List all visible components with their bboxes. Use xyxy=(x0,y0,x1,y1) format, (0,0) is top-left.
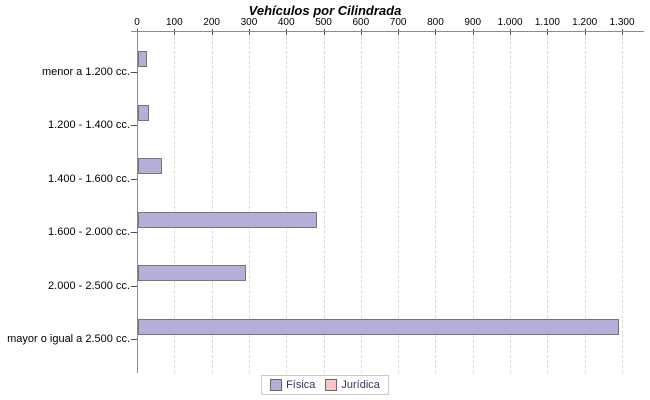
y-axis-tick xyxy=(131,339,137,341)
x-axis xyxy=(131,31,644,32)
legend-swatch-juridica xyxy=(325,379,338,391)
x-axis-tick xyxy=(323,29,325,35)
x-axis-tick xyxy=(174,29,176,35)
category-label: 2.000 - 2.500 cc. xyxy=(48,279,130,292)
x-tick-label: 1.100 xyxy=(534,17,560,28)
y-axis-tick xyxy=(131,178,137,180)
x-axis-tick xyxy=(286,29,288,35)
legend-item-fisica: Física xyxy=(270,379,315,391)
gridline xyxy=(398,31,400,373)
bar-fisica xyxy=(138,104,150,121)
y-axis-tick xyxy=(131,71,137,73)
x-tick-label: 500 xyxy=(315,17,332,28)
legend-item-juridica: Jurídica xyxy=(325,379,380,391)
gridline xyxy=(174,31,176,373)
x-axis-tick xyxy=(547,29,549,35)
category-label: mayor o igual a 2.500 cc. xyxy=(7,333,130,346)
chart-title: Vehículos por Cilindrada xyxy=(248,3,402,18)
y-axis-tick xyxy=(131,125,137,127)
x-tick-label: 1.000 xyxy=(497,17,523,28)
gridline xyxy=(435,31,437,373)
x-axis-tick xyxy=(510,29,512,35)
x-axis-tick xyxy=(211,29,213,35)
category-label: menor a 1.200 cc. xyxy=(41,65,130,78)
x-tick-label: 100 xyxy=(165,17,183,28)
y-axis xyxy=(137,31,138,373)
legend-label-juridica: Jurídica xyxy=(341,379,380,391)
x-tick-label: 1.200 xyxy=(572,17,598,28)
gridline xyxy=(472,31,474,373)
bar-fisica xyxy=(138,265,247,281)
category-label: 1.200 - 1.400 cc. xyxy=(48,119,130,132)
legend: Física Jurídica xyxy=(261,375,389,395)
gridline xyxy=(248,31,250,373)
legend-swatch-fisica xyxy=(270,379,283,391)
x-tick-label: 1.300 xyxy=(609,17,635,28)
gridline xyxy=(622,31,623,373)
gridline xyxy=(510,31,512,373)
x-tick-label: 400 xyxy=(277,17,295,28)
gridline xyxy=(547,31,549,373)
x-axis-tick xyxy=(248,29,250,35)
bar-fisica xyxy=(138,51,148,67)
x-axis-tick xyxy=(584,29,586,35)
x-axis-tick xyxy=(435,29,437,35)
x-tick-label: 700 xyxy=(389,17,407,28)
gridline xyxy=(323,31,325,373)
bar-fisica xyxy=(138,318,620,335)
x-tick-label: 900 xyxy=(464,17,482,28)
x-tick-label: 800 xyxy=(427,17,444,28)
bar-fisica xyxy=(138,211,318,228)
category-label: 1.600 - 2.000 cc. xyxy=(48,226,130,239)
x-tick-label: 300 xyxy=(240,17,258,28)
x-tick-label: 600 xyxy=(352,17,370,28)
bar-fisica xyxy=(138,158,163,174)
gridline xyxy=(211,31,213,373)
gridline xyxy=(360,31,362,373)
y-axis-tick xyxy=(131,232,137,234)
gridline xyxy=(286,31,288,373)
legend-label-fisica: Física xyxy=(286,379,316,391)
x-axis-tick xyxy=(622,29,623,35)
category-label: 1.400 - 1.600 cc. xyxy=(48,172,130,185)
x-tick-label: 200 xyxy=(203,17,220,28)
gridline xyxy=(584,31,586,373)
x-axis-tick xyxy=(398,29,400,35)
y-axis-tick xyxy=(131,285,137,287)
x-axis-tick xyxy=(360,29,362,35)
x-axis-tick xyxy=(472,29,474,35)
x-tick-label: 0 xyxy=(134,17,140,28)
